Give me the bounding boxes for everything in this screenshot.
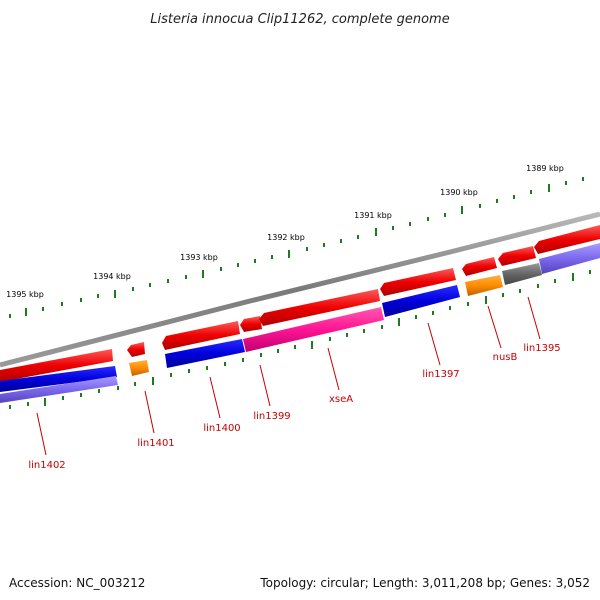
- gene-label[interactable]: lin1395: [523, 343, 560, 354]
- kbp-label: 1389 kbp: [526, 164, 564, 173]
- cds-reverse[interactable]: [0, 366, 117, 392]
- cds-forward[interactable]: [259, 289, 380, 326]
- cds-forward[interactable]: [380, 268, 456, 296]
- cds-forward[interactable]: [0, 349, 113, 382]
- gene-label[interactable]: nusB: [493, 352, 518, 363]
- gene-label[interactable]: lin1399: [253, 411, 290, 422]
- inner-ticks: [9, 270, 591, 409]
- cds-reverse[interactable]: [165, 339, 245, 368]
- cds-forward[interactable]: [462, 257, 497, 276]
- genome-summary-text: Topology: circular; Length: 3,011,208 bp…: [259, 576, 590, 590]
- cds-forward[interactable]: [127, 342, 145, 357]
- accession-text: Accession: NC_003212: [9, 576, 145, 590]
- map-title: Listeria innocua Clip11262, complete gen…: [150, 12, 449, 27]
- cds-reverse[interactable]: [243, 307, 384, 352]
- kbp-labels: 1389 kbp 1390 kbp 1391 kbp 1392 kbp 1393…: [6, 164, 564, 299]
- gene-labels: lin1395 nusB lin1397 xseA lin1399 lin140…: [28, 343, 560, 471]
- cds-reverse[interactable]: [382, 285, 460, 317]
- gene-label[interactable]: lin1400: [203, 423, 240, 434]
- cds-forward[interactable]: [240, 316, 262, 332]
- kbp-label: 1391 kbp: [354, 211, 392, 220]
- reverse-strand-features: [0, 243, 600, 403]
- kbp-label: 1392 kbp: [267, 233, 305, 242]
- cds-reverse[interactable]: [502, 263, 542, 285]
- cds-forward[interactable]: [162, 321, 240, 350]
- kbp-label: 1395 kbp: [6, 290, 44, 299]
- cds-forward[interactable]: [534, 225, 600, 254]
- cds-reverse[interactable]: [465, 275, 503, 296]
- kbp-label: 1394 kbp: [93, 272, 131, 281]
- cds-reverse[interactable]: [129, 360, 149, 376]
- kbp-label: 1390 kbp: [440, 188, 478, 197]
- gene-label[interactable]: lin1401: [137, 438, 174, 449]
- cds-reverse[interactable]: [0, 376, 118, 403]
- cds-reverse[interactable]: [539, 243, 600, 274]
- kbp-label: 1393 kbp: [180, 253, 218, 262]
- genome-backbone: [0, 211, 600, 368]
- gene-label[interactable]: lin1397: [422, 369, 459, 380]
- gene-leader-lines: [36, 296, 541, 456]
- forward-strand-features: [0, 225, 600, 382]
- gene-label[interactable]: xseA: [329, 394, 353, 405]
- cds-forward[interactable]: [498, 246, 536, 266]
- gene-label[interactable]: lin1402: [28, 460, 65, 471]
- outer-ticks: [9, 177, 584, 318]
